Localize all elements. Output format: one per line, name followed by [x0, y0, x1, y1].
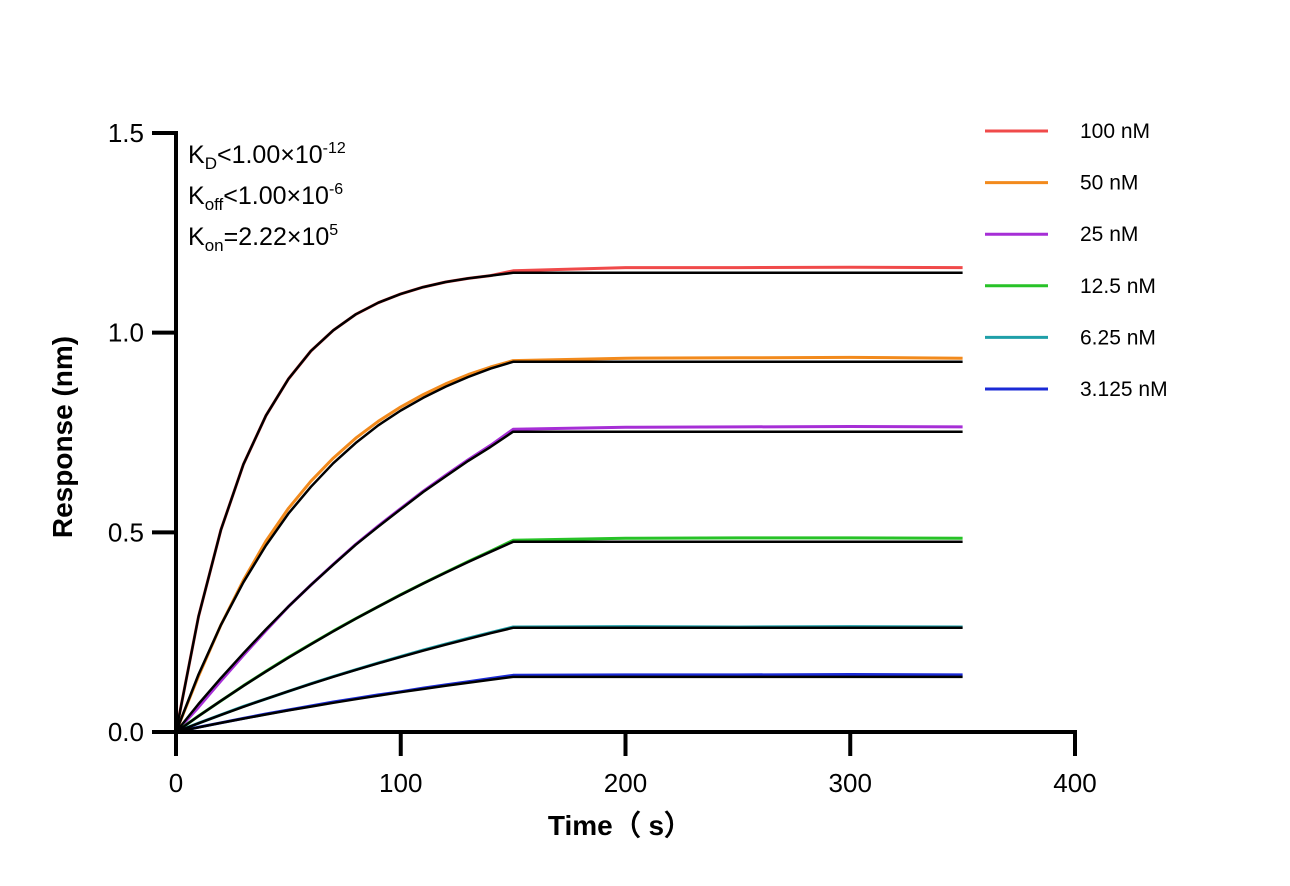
legend-label: 12.5 nM	[1080, 275, 1156, 298]
legend-item: 12.5 nM	[985, 275, 1156, 298]
y-axis-label: Response (nm)	[47, 336, 78, 538]
legend-item: 3.125 nM	[985, 378, 1168, 401]
x-tick-label: 400	[1053, 768, 1096, 798]
legend-item: 25 nM	[985, 223, 1138, 246]
x-tick-label: 0	[169, 768, 183, 798]
x-tick-label: 200	[604, 768, 647, 798]
legend-label: 50 nM	[1080, 172, 1138, 195]
axes: 0 100 200 300 400 0.0 0.5 1.0 1.5	[108, 118, 1097, 798]
series-response-6.25-nM	[175, 625, 963, 734]
legend-label: 6.25 nM	[1080, 326, 1156, 349]
series-fit-25-nM	[175, 430, 963, 733]
series-layer	[174, 265, 963, 734]
y-tick-label: 0.5	[108, 517, 144, 547]
legend-item: 100 nM	[985, 120, 1150, 143]
x-axis-label: Time（ s）	[548, 809, 692, 841]
svg-text:Koff<1.00×10-6: Koff<1.00×10-6	[188, 181, 343, 214]
legend: 100 nM 50 nM 25 nM 12.5 nM 6.25 nM 3.125 nM	[985, 120, 1168, 401]
annotation-kd: KD<1.00×10-12	[188, 140, 346, 173]
series-fit-3.125-nM	[175, 675, 963, 734]
series-response-3.125-nM	[175, 673, 963, 734]
legend-item: 50 nM	[985, 172, 1138, 195]
series-response-50-nM	[174, 355, 963, 733]
legend-item: 6.25 nM	[985, 326, 1156, 349]
series-fit-50-nM	[174, 360, 963, 733]
y-tick-label: 1.5	[108, 118, 144, 148]
legend-label: 25 nM	[1080, 223, 1138, 246]
series-fit-12.5-nM	[175, 540, 963, 734]
legend-label: 3.125 nM	[1080, 378, 1168, 401]
series-fit-6.25-nM	[175, 626, 963, 734]
annotation-kon: Kon=2.22×105	[188, 222, 338, 255]
x-tick-label: 100	[379, 768, 422, 798]
x-tick-label: 300	[829, 768, 872, 798]
annotation-koff: Koff<1.00×10-6	[188, 181, 343, 214]
series-fit-100-nM	[174, 271, 963, 733]
y-tick-label: 0.0	[108, 717, 144, 747]
svg-text:KD<1.00×10-12: KD<1.00×10-12	[188, 140, 346, 173]
y-tick-label: 1.0	[108, 318, 144, 348]
svg-text:Kon=2.22×105: Kon=2.22×105	[188, 222, 338, 255]
legend-label: 100 nM	[1080, 120, 1150, 143]
series-response-25-nM	[174, 425, 963, 734]
series-response-12.5-nM	[175, 536, 963, 734]
